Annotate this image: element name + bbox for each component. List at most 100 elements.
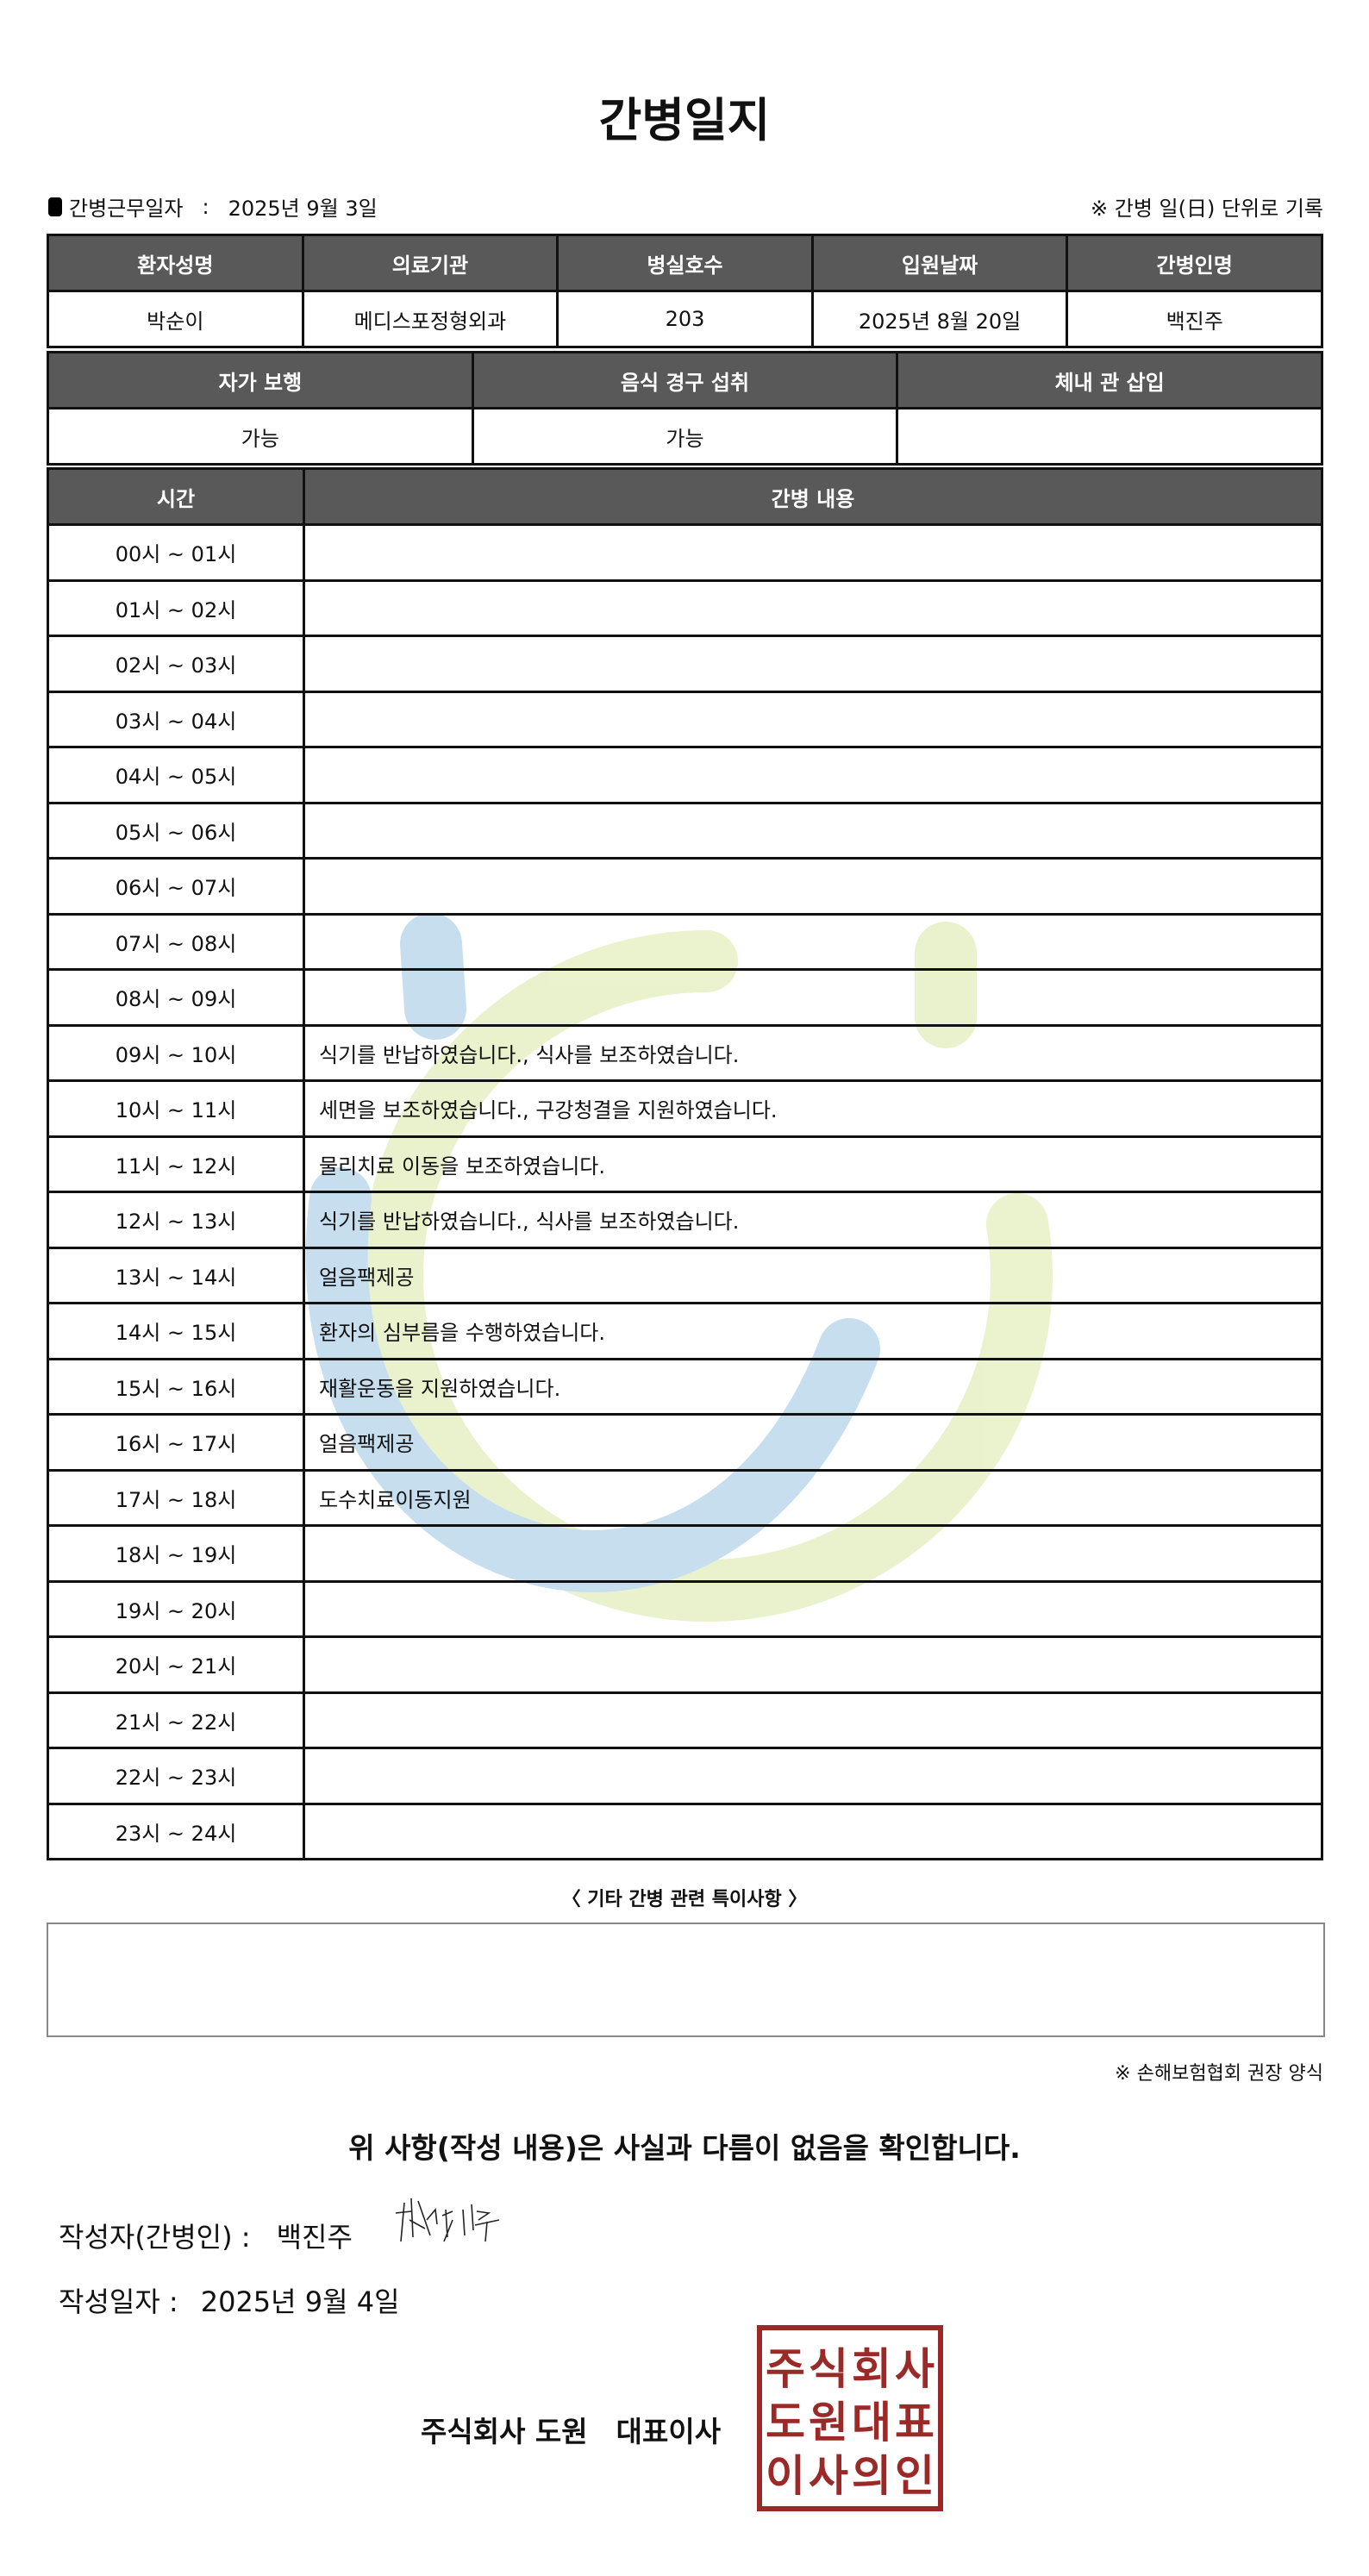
written-date-label: 작성일자 : xyxy=(59,2285,178,2318)
row-time: 17시 ~ 18시 xyxy=(47,1468,305,1527)
table-row: 19시 ~ 20시 xyxy=(47,1579,1323,1638)
row-care-content xyxy=(303,746,1323,804)
row-care-content xyxy=(303,1579,1323,1638)
caregiver: 백진주 xyxy=(1066,290,1323,348)
written-date: 작성일자 : 2025년 9월 4일 xyxy=(59,2280,400,2320)
row-time: 04시 ~ 05시 xyxy=(47,746,305,804)
row-care-content: 환자의 심부름을 수행하였습니다. xyxy=(303,1302,1323,1360)
row-time: 12시 ~ 13시 xyxy=(47,1191,305,1249)
table-row: 11시 ~ 12시 물리치료 이동을 보조하였습니다. xyxy=(47,1135,1323,1193)
table-row: 09시 ~ 10시 식기를 반납하였습니다., 식사를 보조하였습니다. xyxy=(47,1023,1323,1082)
remarks-box xyxy=(47,1923,1325,2037)
row-care-content xyxy=(303,1747,1323,1805)
header-caregiver: 간병인명 xyxy=(1066,234,1323,292)
svg-text:인: 인 xyxy=(895,2451,935,2501)
table-row: 01시 ~ 02시 xyxy=(47,578,1323,637)
table-row: 03시 ~ 04시 xyxy=(47,690,1323,748)
header-oral-intake: 음식 경구 섭취 xyxy=(471,351,899,410)
row-care-content xyxy=(303,857,1323,916)
row-time: 00시 ~ 01시 xyxy=(47,523,305,582)
row-time: 20시 ~ 21시 xyxy=(47,1635,305,1694)
table-row: 00시 ~ 01시 xyxy=(47,523,1323,582)
row-time: 03시 ~ 04시 xyxy=(47,690,305,748)
table-row: 14시 ~ 15시 환자의 심부름을 수행하였습니다. xyxy=(47,1302,1323,1360)
row-care-content xyxy=(303,1802,1323,1860)
svg-text:도: 도 xyxy=(766,2398,805,2448)
writer: 작성자(간병인) : 백진주 xyxy=(59,2216,353,2255)
row-care-content xyxy=(303,690,1323,748)
table-row: 04시 ~ 05시 xyxy=(47,746,1323,804)
header-hospital: 의료기관 xyxy=(301,234,559,292)
row-care-content xyxy=(303,578,1323,637)
table-row: 05시 ~ 06시 xyxy=(47,801,1323,860)
row-time: 18시 ~ 19시 xyxy=(47,1524,305,1583)
writer-name: 백진주 xyxy=(276,2221,353,2254)
header-room: 병실호수 xyxy=(556,234,814,292)
row-time: 10시 ~ 11시 xyxy=(47,1079,305,1138)
table-row: 02시 ~ 03시 xyxy=(47,635,1323,693)
written-date-value: 2025년 9월 4일 xyxy=(200,2285,400,2318)
header-tube: 체내 관 삽입 xyxy=(896,351,1323,410)
header-admission-date: 입원날짜 xyxy=(810,234,1069,292)
row-time: 05시 ~ 06시 xyxy=(47,801,305,860)
table-row: 21시 ~ 22시 xyxy=(47,1691,1323,1749)
tube xyxy=(896,407,1323,466)
care-log-table: 시간 간병 내용 00시 ~ 01시 01시 ~ 02시 02시 ~ 03시 03시 … xyxy=(47,467,1323,1860)
header-time: 시간 xyxy=(47,467,305,526)
work-date-label: 간병근무일자 xyxy=(69,197,184,221)
table-row: 20시 ~ 21시 xyxy=(47,1635,1323,1694)
table-row: 07시 ~ 08시 xyxy=(47,912,1323,971)
writer-label: 작성자(간병인) : xyxy=(59,2221,251,2254)
row-time: 21시 ~ 22시 xyxy=(47,1691,305,1749)
table-row: 15시 ~ 16시 재활운동을 지원하였습니다. xyxy=(47,1357,1323,1416)
row-care-content xyxy=(303,912,1323,971)
page-title: 간병일지 xyxy=(598,93,771,147)
confirmation-statement: 위 사항(작성 내용)은 사실과 다름이 없음을 확인합니다. xyxy=(348,2131,1021,2165)
row-time: 06시 ~ 07시 xyxy=(47,857,305,916)
walking: 가능 xyxy=(47,407,474,466)
row-care-content: 식기를 반납하였습니다., 식사를 보조하였습니다. xyxy=(303,1023,1323,1082)
svg-text:의: 의 xyxy=(852,2451,891,2501)
hospital: 메디스포정형외과 xyxy=(301,290,559,348)
row-care-content: 재활운동을 지원하였습니다. xyxy=(303,1357,1323,1416)
note-daily-record: ※ 간병 일(日) 단위로 기록 xyxy=(1091,197,1323,221)
svg-text:표: 표 xyxy=(895,2398,935,2448)
note-form-source: ※ 손해보험협회 권장 양식 xyxy=(1115,2063,1323,2085)
row-care-content: 세면을 보조하였습니다., 구강청결을 지원하였습니다. xyxy=(303,1079,1323,1138)
svg-text:식: 식 xyxy=(809,2344,848,2394)
table-row: 08시 ~ 09시 xyxy=(47,968,1323,1027)
row-time: 09시 ~ 10시 xyxy=(47,1023,305,1082)
row-care-content xyxy=(303,801,1323,860)
row-time: 01시 ~ 02시 xyxy=(47,578,305,637)
row-time: 16시 ~ 17시 xyxy=(47,1413,305,1472)
work-date-value: 2025년 9월 3일 xyxy=(228,197,378,221)
row-care-content: 물리치료 이동을 보조하였습니다. xyxy=(303,1135,1323,1193)
patient-status-table: 자가 보행 음식 경구 섭취 체내 관 삽입 가능 가능 xyxy=(47,351,1323,466)
oral-intake: 가능 xyxy=(471,407,899,466)
admission-date: 2025년 8월 20일 xyxy=(810,290,1069,348)
table-row: 10시 ~ 11시 세면을 보조하였습니다., 구강청결을 지원하였습니다. xyxy=(47,1079,1323,1138)
patient-name: 박순이 xyxy=(47,290,304,348)
company-representative: 주식회사 도원 대표이사 xyxy=(421,2415,722,2448)
table-row: 06시 ~ 07시 xyxy=(47,857,1323,916)
row-time: 02시 ~ 03시 xyxy=(47,635,305,693)
table-row: 18시 ~ 19시 xyxy=(47,1524,1323,1583)
svg-text:대: 대 xyxy=(852,2398,891,2448)
work-date: 간병근무일자 : 2025년 9월 3일 xyxy=(48,191,378,222)
row-care-content: 도수치료이동지원 xyxy=(303,1468,1323,1527)
svg-text:주: 주 xyxy=(766,2344,805,2394)
table-row: 17시 ~ 18시 도수치료이동지원 xyxy=(47,1468,1323,1527)
table-row: 16시 ~ 17시 얼음팩제공 xyxy=(47,1413,1323,1472)
room: 203 xyxy=(556,290,814,348)
row-care-content: 식기를 반납하였습니다., 식사를 보조하였습니다. xyxy=(303,1191,1323,1249)
row-time: 14시 ~ 15시 xyxy=(47,1302,305,1360)
remarks-title: 〈 기타 간병 관련 특이사항 〉 xyxy=(561,1889,808,1910)
svg-text:회: 회 xyxy=(852,2344,891,2394)
row-care-content xyxy=(303,1635,1323,1694)
table-row: 13시 ~ 14시 얼음팩제공 xyxy=(47,1246,1323,1304)
row-time: 15시 ~ 16시 xyxy=(47,1357,305,1416)
row-care-content: 얼음팩제공 xyxy=(303,1246,1323,1304)
table-row: 12시 ~ 13시 식기를 반납하였습니다., 식사를 보조하였습니다. xyxy=(47,1191,1323,1249)
